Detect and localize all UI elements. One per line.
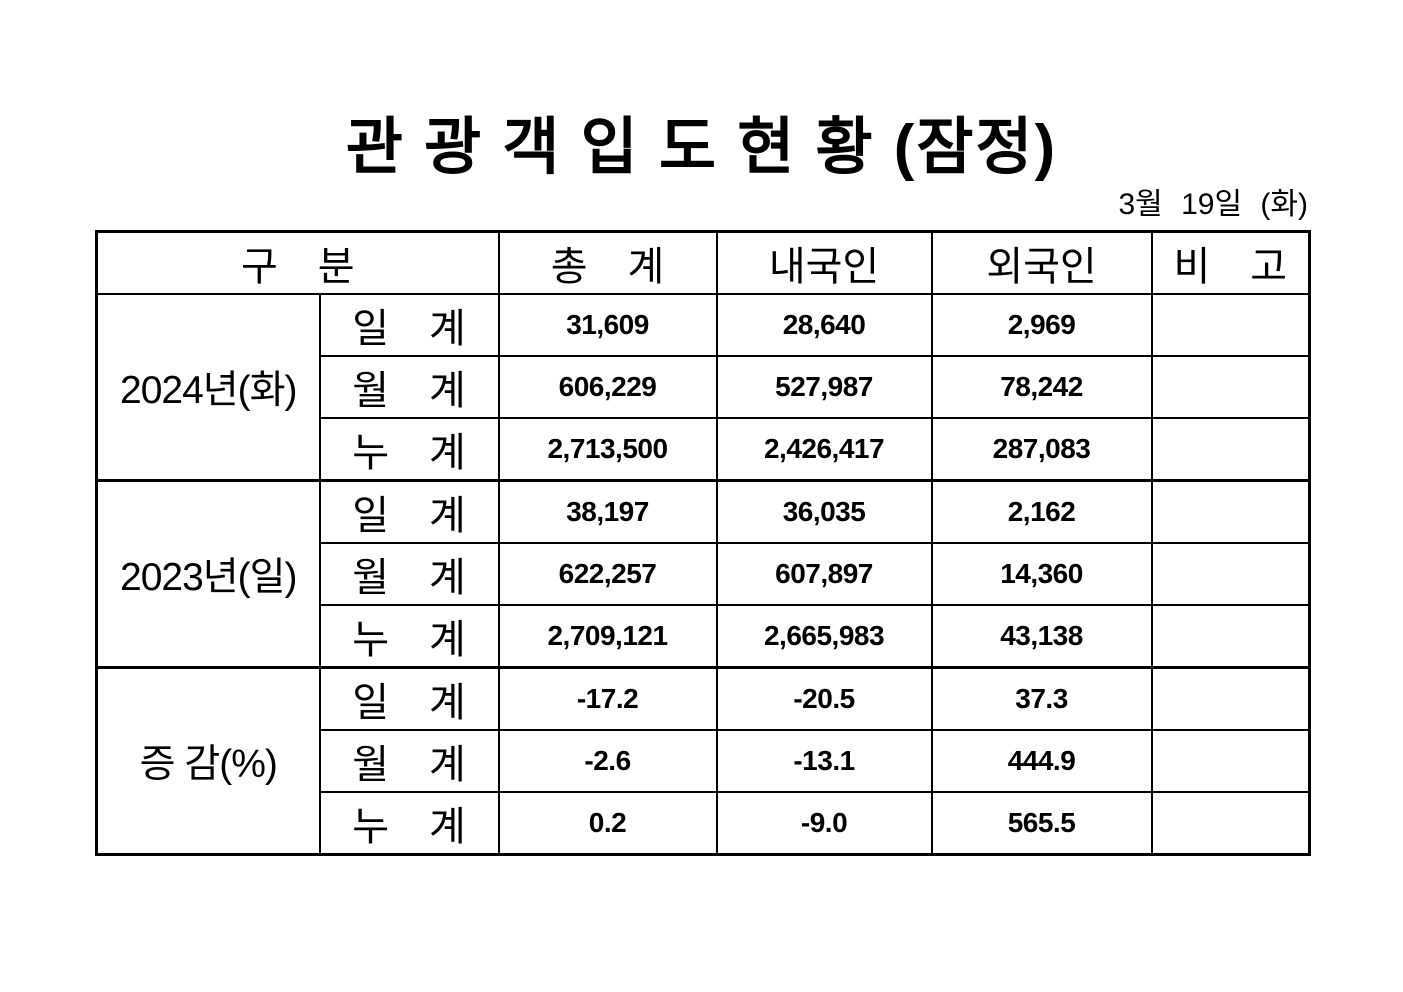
value-foreign: 287,083 (930, 417, 1153, 482)
value-total: 2,709,121 (497, 604, 718, 669)
period-label: 누 계 (318, 604, 500, 669)
table-row: 증 감(%) 일 계 -17.2 -20.5 37.3 (95, 666, 1311, 856)
value-total: 38,197 (497, 479, 718, 544)
table-row: 월 계 606,229 527,987 78,242 (97, 355, 1311, 419)
remark-cell (1150, 293, 1311, 357)
table-row: 누 계 2,709,121 2,665,983 43,138 (97, 604, 1311, 669)
header-total: 총 계 (497, 230, 718, 295)
report-date: 3월 19일 (화) (1118, 188, 1308, 221)
value-total: -17.2 (497, 666, 718, 731)
period-label: 누 계 (318, 791, 500, 856)
table-row: 월 계 -2.6 -13.1 444.9 (97, 729, 1311, 793)
period-label: 월 계 (318, 729, 500, 793)
value-foreign: 37.3 (930, 666, 1153, 731)
period-label: 누 계 (318, 417, 500, 482)
period-label: 월 계 (318, 542, 500, 606)
value-foreign: 2,162 (930, 479, 1153, 544)
value-domestic: 2,426,417 (715, 417, 933, 482)
group-label-2023: 2023년(일) (95, 479, 321, 669)
period-label: 일 계 (318, 293, 500, 357)
header-domestic: 내국인 (715, 230, 933, 295)
header-remarks: 비 고 (1150, 230, 1311, 295)
remark-cell (1150, 542, 1311, 606)
remark-cell (1150, 729, 1311, 793)
group-label-change-pct: 증 감(%) (95, 666, 321, 856)
remark-cell (1150, 791, 1311, 856)
value-foreign: 444.9 (930, 729, 1153, 793)
value-domestic: 2,665,983 (715, 604, 933, 669)
value-domestic: -20.5 (715, 666, 933, 731)
value-foreign: 43,138 (930, 604, 1153, 669)
remark-cell (1150, 604, 1311, 669)
value-foreign: 78,242 (930, 355, 1153, 419)
value-domestic: 607,897 (715, 542, 933, 606)
remark-cell (1150, 355, 1311, 419)
table-row: 2024년(화) 일 계 31,609 28,640 2,969 (95, 293, 1311, 482)
period-label: 월 계 (318, 355, 500, 419)
table-row: 2023년(일) 일 계 38,197 36,035 2,162 (95, 479, 1311, 669)
value-foreign: 14,360 (930, 542, 1153, 606)
table-row: 누 계 0.2 -9.0 565.5 (97, 791, 1311, 856)
value-total: 606,229 (497, 355, 718, 419)
header-row: 구 분 총 계 내국인 외국인 비 고 (95, 230, 1311, 295)
tourist-arrival-table: 구 분 총 계 내국인 외국인 비 고 2024년(화) 일 계 31,609 … (95, 230, 1312, 856)
remark-cell (1150, 666, 1311, 731)
value-domestic: 36,035 (715, 479, 933, 544)
value-foreign: 565.5 (930, 791, 1153, 856)
table-row: 월 계 622,257 607,897 14,360 (97, 542, 1311, 606)
value-total: 31,609 (497, 293, 718, 357)
value-domestic: 527,987 (715, 355, 933, 419)
remark-cell (1150, 417, 1311, 482)
value-foreign: 2,969 (930, 293, 1153, 357)
header-foreign: 외국인 (930, 230, 1153, 295)
value-total: 0.2 (497, 791, 718, 856)
page-title: 관 광 객 입 도 현 황 (잠정) (345, 113, 1058, 182)
table-row: 누 계 2,713,500 2,426,417 287,083 (97, 417, 1311, 482)
value-domestic: -9.0 (715, 791, 933, 856)
value-domestic: -13.1 (715, 729, 933, 793)
value-domestic: 28,640 (715, 293, 933, 357)
value-total: 622,257 (497, 542, 718, 606)
value-total: -2.6 (497, 729, 718, 793)
remark-cell (1150, 479, 1311, 544)
value-total: 2,713,500 (497, 417, 718, 482)
header-category: 구 분 (95, 230, 500, 295)
period-label: 일 계 (318, 479, 500, 544)
period-label: 일 계 (318, 666, 500, 731)
group-label-2024: 2024년(화) (95, 293, 321, 482)
